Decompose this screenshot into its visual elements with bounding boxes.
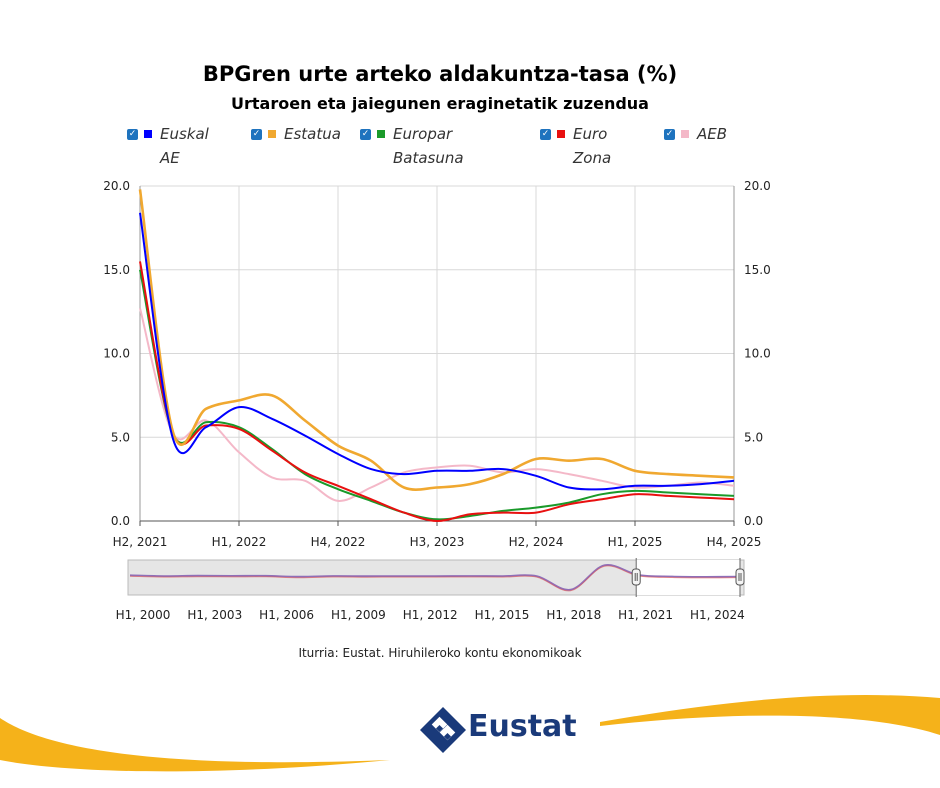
y-tick-label-right: 5.0	[744, 430, 763, 444]
y-tick-label-right: 15.0	[744, 263, 771, 277]
y-tick-label-right: 10.0	[744, 347, 771, 361]
y-tick-label-left: 15.0	[103, 263, 130, 277]
navigator-x-tick-label: H1, 2006	[259, 608, 314, 622]
source-text: Iturria: Eustat. Hiruhileroko kontu ekon…	[298, 646, 582, 660]
series-line-estatua	[138, 189, 735, 491]
x-tick-label: H4, 2025	[707, 535, 762, 549]
left-swoosh	[0, 718, 390, 772]
eustat-logo-icon	[420, 707, 466, 753]
series-line-aeb	[139, 308, 735, 502]
legend-swatch-estatua	[268, 129, 276, 138]
legend-swatch-aeb	[681, 129, 689, 138]
checkbox-checked-icon[interactable]: ✓	[251, 129, 262, 140]
legend-item-euskal-ae[interactable]: ✓ Euskal AE	[127, 122, 209, 170]
checkbox-checked-icon[interactable]: ✓	[540, 129, 551, 140]
navigator-x-tick-label: H1, 2000	[116, 608, 171, 622]
checkbox-checked-icon[interactable]: ✓	[664, 129, 675, 140]
navigator-x-tick-label: H1, 2003	[187, 608, 242, 622]
legend-label: Euro Zona	[573, 125, 612, 167]
navigator-x-tick-label: H1, 2012	[403, 608, 458, 622]
legend-item-aeb[interactable]: ✓ AEB	[664, 122, 727, 146]
x-tick-label: H2, 2024	[509, 535, 564, 549]
range-navigator[interactable]: H1, 2000 H1, 2003 H1, 2006 H1, 2009 H1, 2012…	[116, 558, 745, 622]
navigator-x-tick-label: H1, 2021	[618, 608, 673, 622]
line-chart: 0.0 0.0 5.0 5.0 10.0 10.0 15.0 15.0 20.0 20.0 H2, …	[103, 179, 770, 622]
eustat-logo-text: Eustat	[468, 709, 577, 744]
x-tick-label: H3, 2023	[410, 535, 465, 549]
y-tick-label-right: 20.0	[744, 179, 771, 193]
y-tick-label-left: 5.0	[111, 430, 130, 444]
x-tick-label: H4, 2022	[311, 535, 366, 549]
series-line-europar-batasuna	[139, 269, 735, 521]
x-tick-label: H1, 2022	[212, 535, 267, 549]
legend-label: AEB	[697, 125, 728, 143]
navigator-x-tick-label: H1, 2009	[331, 608, 386, 622]
chart-title: BPGren urte arteko aldakuntza-tasa (%)	[202, 62, 678, 86]
legend-item-estatua[interactable]: ✓ Estatua	[251, 122, 341, 146]
y-tick-label-left: 10.0	[103, 347, 130, 361]
x-tick-label: H2, 2021	[113, 535, 168, 549]
x-tick-label: H1, 2025	[608, 535, 663, 549]
y-tick-label-left: 0.0	[111, 514, 130, 528]
y-tick-label-left: 20.0	[103, 179, 130, 193]
navigator-left-handle[interactable]	[631, 568, 641, 586]
navigator-x-tick-label: H1, 2024	[690, 608, 745, 622]
navigator-x-tick-label: H1, 2015	[475, 608, 530, 622]
legend-label: Estatua	[284, 125, 341, 143]
legend-label: Europar Batasuna	[393, 125, 464, 167]
navigator-right-handle[interactable]	[735, 568, 745, 586]
right-swoosh	[600, 695, 940, 735]
legend-swatch-euro-zona	[557, 129, 565, 138]
series-lines	[138, 189, 735, 523]
series-line-euskal-ae	[139, 212, 735, 491]
axes: 0.0 0.0 5.0 5.0 10.0 10.0 15.0 15.0 20.0 20.0 H2, …	[103, 179, 770, 549]
legend-label: Euskal AE	[160, 125, 209, 167]
legend-swatch-europar-batasuna	[377, 129, 385, 138]
checkbox-checked-icon[interactable]: ✓	[127, 129, 138, 140]
navigator-x-tick-label: H1, 2018	[546, 608, 601, 622]
legend-item-euro-zona[interactable]: ✓ Euro Zona	[540, 122, 611, 170]
y-tick-label-right: 0.0	[744, 514, 763, 528]
series-line-euro-zona	[139, 261, 735, 523]
checkbox-checked-icon[interactable]: ✓	[360, 129, 371, 140]
legend-swatch-euskal-ae	[144, 129, 152, 138]
legend-item-europar-batasuna[interactable]: ✓ Europar Batasuna	[360, 122, 464, 170]
chart-subtitle: Urtaroen eta jaiegunen eraginetatik zuze…	[231, 94, 649, 113]
